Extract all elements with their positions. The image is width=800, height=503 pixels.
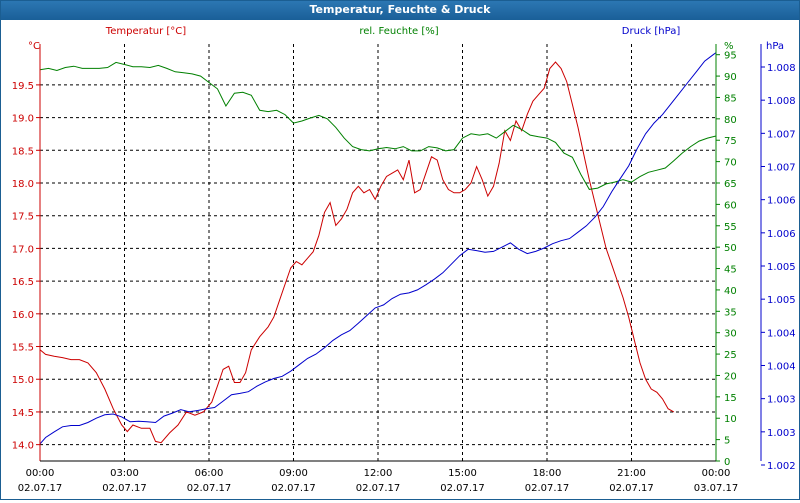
humidity-line	[39, 61, 717, 190]
x-tick-date: 02.07.17	[18, 483, 63, 494]
pressure-axis-label: Druck [hPa]	[622, 26, 681, 37]
humidity-tick-label: 70	[724, 158, 737, 169]
humidity-tick-label: 30	[724, 329, 737, 340]
temperature-tick-label: 17.5	[12, 212, 34, 223]
humidity-tick-label: 80	[724, 115, 737, 126]
x-tick-time: 15:00	[448, 468, 477, 479]
x-tick-date: 02.07.17	[356, 483, 401, 494]
humidity-tick-label: 35	[724, 307, 737, 318]
pressure-tick-label: 1.004	[767, 362, 796, 373]
x-tick-date: 02.07.17	[525, 483, 570, 494]
pressure-tick-label: 1.008	[767, 63, 796, 74]
pressure-line	[39, 52, 717, 445]
x-tick-date: 02.07.17	[271, 483, 316, 494]
pressure-tick-label: 1.005	[767, 262, 796, 273]
humidity-tick-label: 5	[724, 436, 730, 447]
axes	[36, 44, 765, 466]
x-tick-date: 02.07.17	[102, 483, 147, 494]
x-tick-time: 18:00	[533, 468, 562, 479]
temperature-tick-label: 17.0	[12, 244, 34, 255]
axis-labels: 00:00 02.07.17 03:00 02.07.17 06:00 02.07.17 0…	[12, 26, 796, 494]
humidity-tick-label: 55	[724, 222, 737, 233]
humidity-tick-label: 65	[724, 179, 737, 190]
pressure-tick-label: 1.006	[767, 196, 796, 207]
pressure-tick-label: 1.005	[767, 295, 796, 306]
x-tick-time: 21:00	[617, 468, 646, 479]
humidity-tick-label: 90	[724, 72, 737, 83]
x-tick-time: 00:00	[26, 468, 55, 479]
pressure-tick-label: 1.003	[767, 428, 796, 439]
pressure-tick-label: 1.004	[767, 328, 796, 339]
chart-svg: 00:00 02.07.17 03:00 02.07.17 06:00 02.07.17 0…	[12, 26, 796, 494]
pressure-tick-label: 1.007	[767, 163, 796, 174]
temperature-tick-label: 15.0	[12, 375, 34, 386]
temperature-tick-label: 14.5	[12, 408, 34, 419]
temperature-tick-label: 19.0	[12, 114, 34, 125]
x-tick-time: 00:00	[702, 468, 731, 479]
temperature-tick-label: 19.5	[12, 81, 34, 92]
humidity-tick-label: 25	[724, 350, 737, 361]
chart-area: 00:00 02.07.17 03:00 02.07.17 06:00 02.07.17 0…	[1, 21, 799, 499]
x-tick-time: 06:00	[195, 468, 224, 479]
humidity-tick-label: 0	[724, 457, 730, 468]
pressure-tick-label: 1.006	[767, 229, 796, 240]
x-tick-time: 12:00	[364, 468, 393, 479]
x-tick-date: 03.07.17	[694, 483, 739, 494]
temperature-tick-label: 14.0	[12, 441, 34, 452]
x-tick-date: 02.07.17	[609, 483, 654, 494]
pressure-tick-label: 1.008	[767, 96, 796, 107]
temperature-line	[39, 61, 675, 444]
window-title: Temperatur, Feuchte & Druck	[1, 1, 799, 20]
temperature-axis-label: Temperatur [°C]	[105, 26, 186, 37]
humidity-tick-label: 50	[724, 243, 737, 254]
temperature-unit: °C	[28, 41, 40, 52]
humidity-axis-label: rel. Feuchte [%]	[359, 26, 438, 37]
humidity-tick-label: 60	[724, 200, 737, 211]
humidity-tick-label: 85	[724, 93, 737, 104]
x-tick-date: 02.07.17	[440, 483, 485, 494]
pressure-tick-label: 1.007	[767, 129, 796, 140]
grid-lines	[39, 44, 717, 461]
x-tick-time: 09:00	[279, 468, 308, 479]
temperature-tick-label: 15.5	[12, 343, 34, 354]
x-tick-time: 03:00	[110, 468, 139, 479]
humidity-tick-label: 20	[724, 371, 737, 382]
humidity-tick-label: 75	[724, 136, 737, 147]
series-lines	[39, 52, 717, 445]
humidity-tick-label: 95	[724, 51, 737, 62]
humidity-tick-label: 45	[724, 265, 737, 276]
temperature-tick-label: 18.0	[12, 179, 34, 190]
pressure-tick-label: 1.003	[767, 395, 796, 406]
humidity-tick-label: 40	[724, 286, 737, 297]
pressure-unit: hPa	[766, 41, 784, 52]
pressure-tick-label: 1.002	[767, 461, 796, 472]
humidity-tick-label: 15	[724, 393, 737, 404]
temperature-tick-label: 18.5	[12, 146, 34, 157]
x-tick-date: 02.07.17	[187, 483, 232, 494]
temperature-tick-label: 16.5	[12, 277, 34, 288]
temperature-tick-label: 16.0	[12, 310, 34, 321]
humidity-unit: %	[724, 41, 734, 52]
humidity-tick-label: 10	[724, 414, 737, 425]
